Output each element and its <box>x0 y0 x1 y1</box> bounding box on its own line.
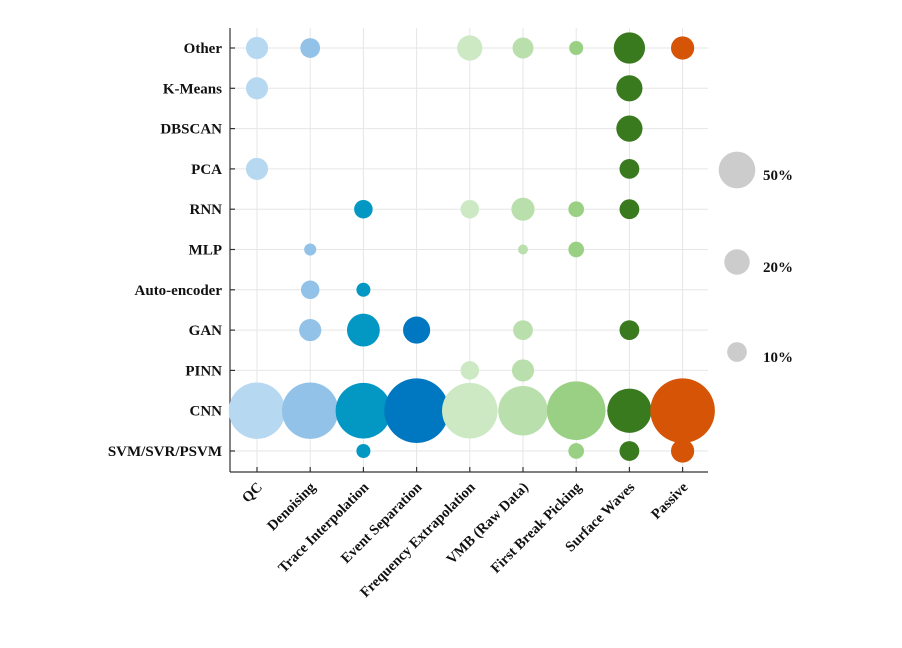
bubble <box>569 41 584 55</box>
bubble <box>457 35 483 61</box>
y-tick-label: PINN <box>185 363 222 379</box>
bubble <box>607 388 652 433</box>
legend-label: 10% <box>763 350 793 366</box>
legend-bubble <box>724 249 750 275</box>
y-tick-label: SVM/SVR/PSVM <box>108 444 222 460</box>
bubble <box>513 320 533 340</box>
bubble <box>498 385 548 436</box>
bubble <box>245 77 269 100</box>
bubble <box>460 361 480 380</box>
bubble <box>335 382 392 439</box>
bubble <box>616 115 643 142</box>
bubble <box>384 378 449 443</box>
bubble <box>619 320 640 340</box>
bubble <box>299 319 322 342</box>
bubble <box>613 32 646 64</box>
bubble <box>568 241 585 258</box>
bubble <box>619 159 640 179</box>
x-tick-label: Trace Interpolation <box>275 480 372 577</box>
legend-bubble <box>718 151 756 189</box>
legend-bubble <box>727 342 747 362</box>
bubble <box>670 439 695 463</box>
bubble <box>670 36 695 60</box>
bubble <box>346 313 380 347</box>
bubbles <box>228 32 715 463</box>
bubble <box>511 197 535 221</box>
bubble <box>300 280 320 300</box>
bubble <box>300 38 321 58</box>
bubble <box>511 359 535 382</box>
bubble <box>616 75 643 102</box>
y-tick-label: K-Means <box>163 81 222 97</box>
y-tick-labels: Other K-Means DBSCAN PCA RNN MLP Auto-encoder G… <box>108 41 223 460</box>
legend-label: 50% <box>763 168 793 184</box>
bubble <box>356 444 371 458</box>
bubble <box>403 316 431 344</box>
y-tick-label: PCA <box>191 162 222 178</box>
y-tick-label: DBSCAN <box>160 122 222 138</box>
y-tick-label: RNN <box>190 202 223 218</box>
bubble <box>619 441 640 461</box>
bubble <box>228 382 286 439</box>
bubble <box>568 201 585 218</box>
y-tick-label: GAN <box>189 323 223 339</box>
bubble <box>304 243 317 256</box>
bubble <box>442 382 498 439</box>
bubble <box>245 157 269 180</box>
y-tick-label: CNN <box>190 404 223 420</box>
bubble <box>546 381 606 440</box>
bubble <box>619 199 640 220</box>
bubble <box>245 36 269 60</box>
bubble <box>518 244 528 255</box>
bubble <box>356 282 371 297</box>
x-tick-label: QC <box>239 480 266 507</box>
legend-label: 20% <box>763 260 793 276</box>
x-tick-label: Passive <box>648 479 692 523</box>
y-tick-label: Other <box>184 41 223 57</box>
bubble <box>354 199 373 219</box>
bubble <box>568 443 585 459</box>
x-tick-label: First Break Picking <box>488 479 586 577</box>
bubble <box>281 382 339 439</box>
y-tick-label: Auto-encoder <box>135 283 223 299</box>
bubble <box>460 199 480 219</box>
axes <box>229 28 708 473</box>
y-tick-label: MLP <box>189 243 222 259</box>
x-tick-label: Denoising <box>264 479 319 534</box>
size-legend: 50% 20% 10% <box>718 151 793 366</box>
bubble <box>650 378 715 443</box>
bubble <box>512 37 534 59</box>
